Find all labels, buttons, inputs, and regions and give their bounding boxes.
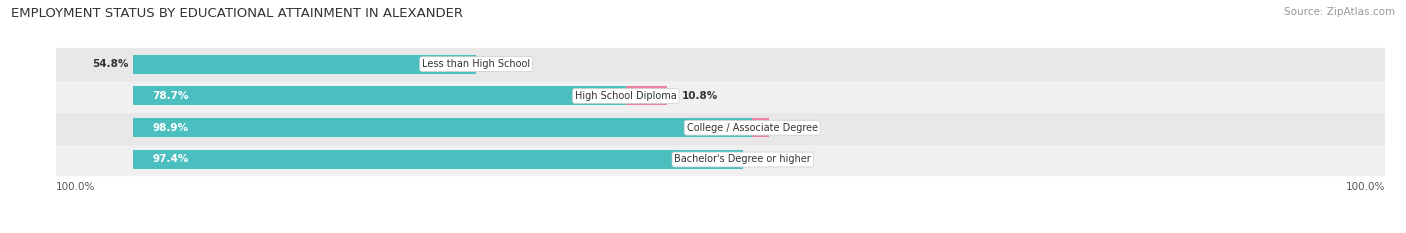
Bar [56, 48, 1385, 80]
Bar [134, 55, 477, 74]
Text: 0.0%: 0.0% [491, 59, 520, 69]
Text: 100.0%: 100.0% [56, 182, 96, 192]
Text: EMPLOYMENT STATUS BY EDUCATIONAL ATTAINMENT IN ALEXANDER: EMPLOYMENT STATUS BY EDUCATIONAL ATTAINM… [11, 7, 463, 20]
Text: 98.9%: 98.9% [152, 123, 188, 133]
Bar [56, 112, 1385, 144]
Text: College / Associate Degree: College / Associate Degree [686, 123, 818, 133]
Text: 0.0%: 0.0% [758, 154, 786, 164]
Text: 78.7%: 78.7% [152, 91, 188, 101]
Bar [56, 144, 1385, 175]
Bar [626, 86, 668, 106]
Text: 100.0%: 100.0% [1346, 182, 1385, 192]
Bar [134, 118, 752, 137]
Bar [134, 150, 742, 169]
Text: 54.8%: 54.8% [91, 59, 128, 69]
Text: High School Diploma: High School Diploma [575, 91, 676, 101]
Bar [134, 86, 626, 106]
Bar [752, 118, 769, 137]
Text: 4.3%: 4.3% [783, 123, 813, 133]
Text: Bachelor's Degree or higher: Bachelor's Degree or higher [675, 154, 811, 164]
Text: 10.8%: 10.8% [682, 91, 718, 101]
Bar [56, 80, 1385, 112]
Text: Less than High School: Less than High School [422, 59, 530, 69]
Text: Source: ZipAtlas.com: Source: ZipAtlas.com [1284, 7, 1395, 17]
Text: 97.4%: 97.4% [152, 154, 188, 164]
